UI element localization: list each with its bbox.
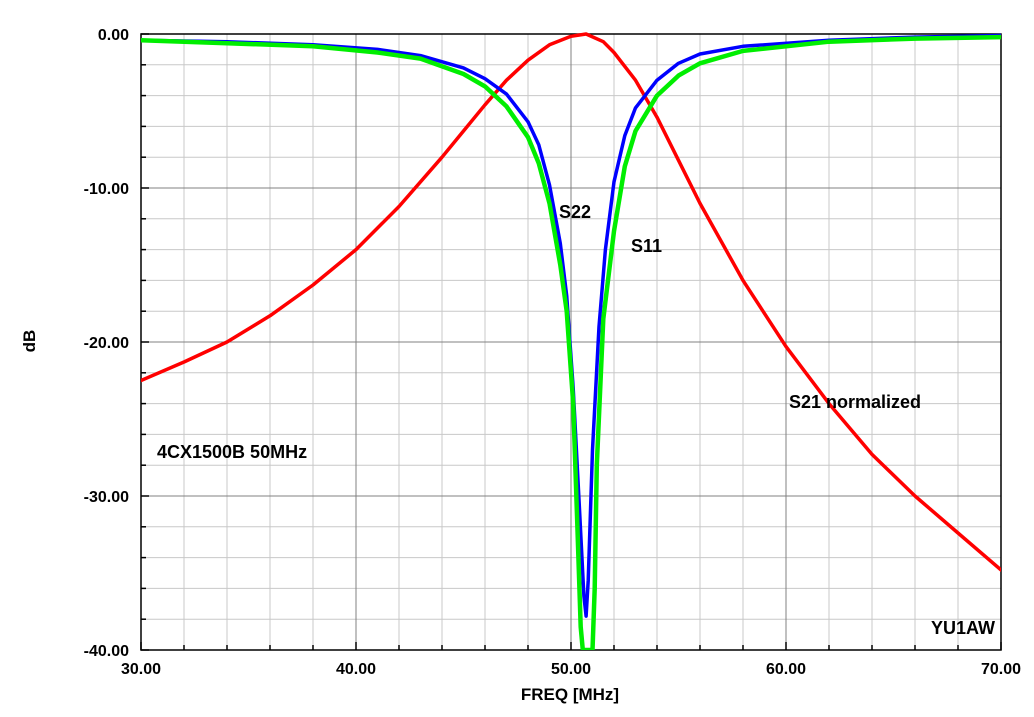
s21-line <box>141 32 1001 572</box>
x-tick-label: 30.00 <box>121 661 161 678</box>
y-tick-label: 0.00 <box>98 27 129 44</box>
s22-label: S22 <box>559 202 591 222</box>
y-tick-label: -10.00 <box>84 181 129 198</box>
x-axis-label: FREQ [MHz] <box>521 685 619 704</box>
s21-label: S21 normalized <box>789 392 921 412</box>
x-tick-label: 60.00 <box>766 661 806 678</box>
x-tick-label: 70.00 <box>981 661 1021 678</box>
x-tick-label: 50.00 <box>551 661 591 678</box>
y-tick-label: -30.00 <box>84 489 129 506</box>
device-label: 4CX1500B 50MHz <box>157 442 307 462</box>
series-layer <box>141 32 1001 650</box>
x-tick-label: 40.00 <box>336 661 376 678</box>
author-label: YU1AW <box>931 618 995 638</box>
y-tick-label: -40.00 <box>84 643 129 660</box>
s11-label: S11 <box>631 236 662 256</box>
s22-line <box>141 33 1001 618</box>
y-axis-label: dB <box>20 330 39 353</box>
y-tick-label: -20.00 <box>84 335 129 352</box>
axis-ticks: 30.00 40.00 50.00 60.00 70.00 0.00 -10.00 -20.0… <box>84 27 1021 678</box>
s11-line <box>141 34 1001 650</box>
